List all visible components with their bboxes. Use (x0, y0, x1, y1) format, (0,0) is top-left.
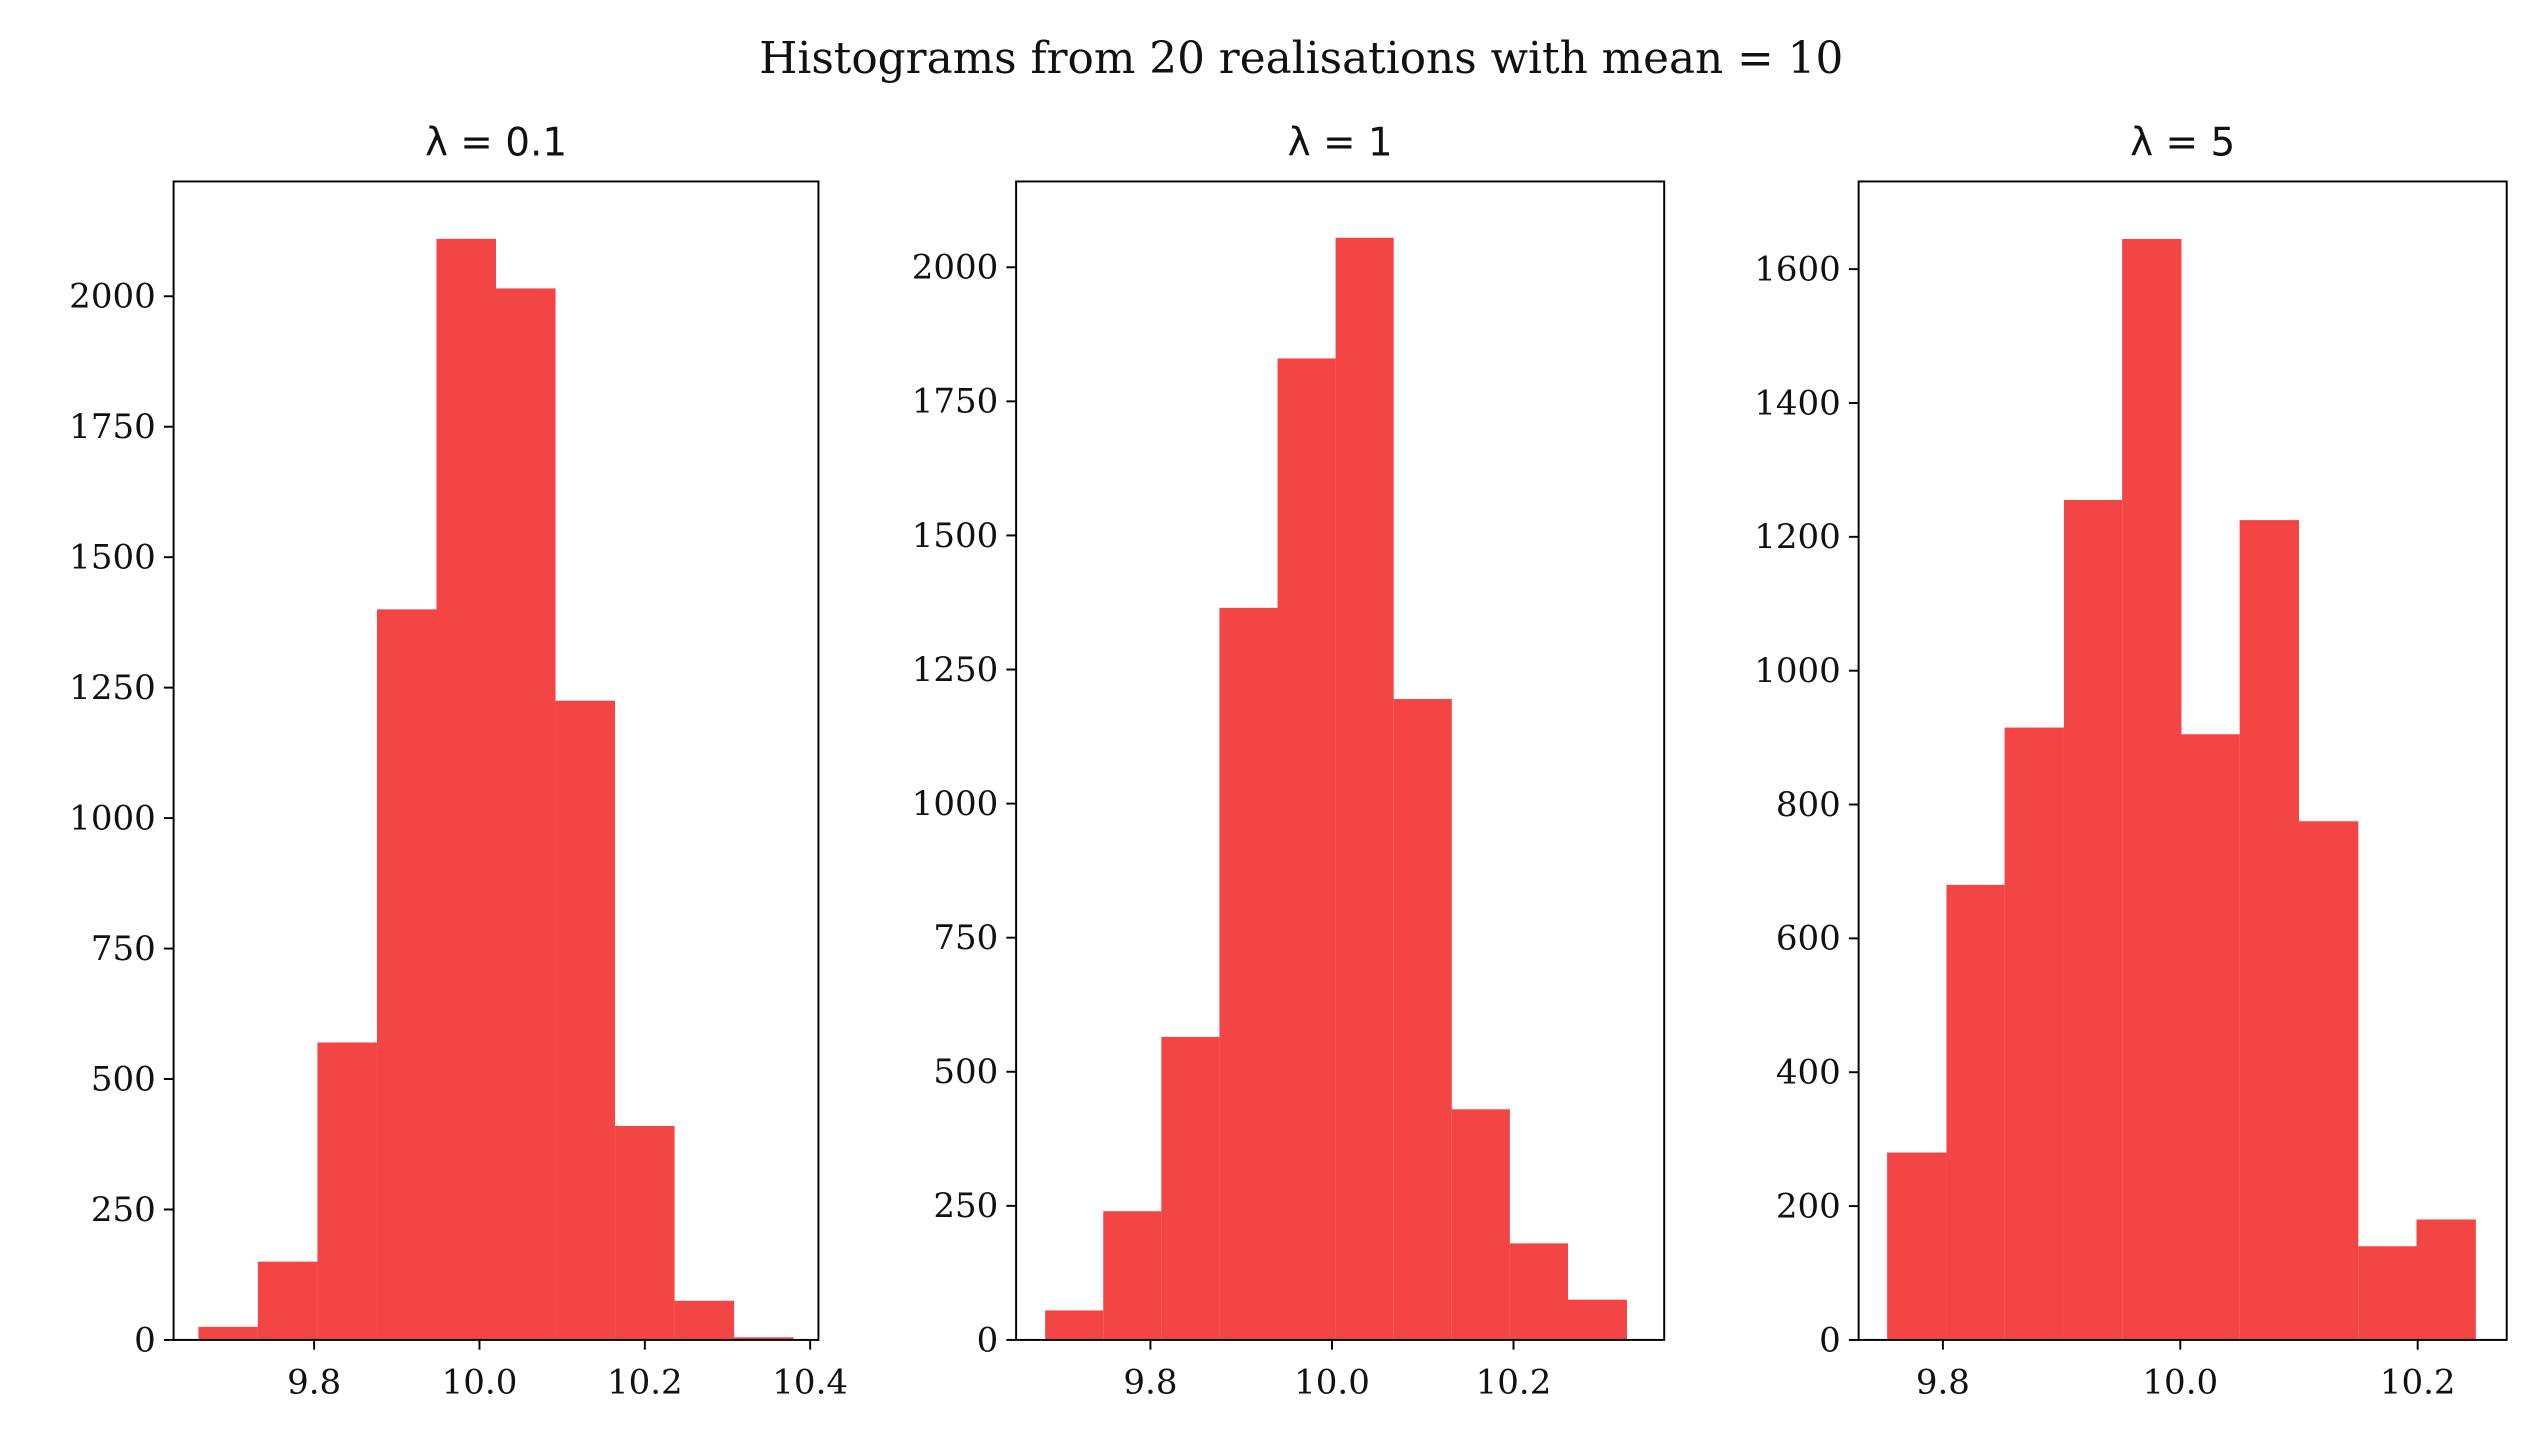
bar (257, 1261, 318, 1340)
y-tick-label: 400 (1776, 1053, 1841, 1093)
y-tick-label: 1400 (1754, 383, 1841, 423)
x-tick-label: 9.8 (287, 1362, 341, 1402)
y-tick-label: 1250 (912, 650, 999, 690)
bar (1103, 1211, 1162, 1340)
bar (198, 1326, 258, 1340)
x-tick-label: 10.0 (1294, 1362, 1370, 1402)
bar (2004, 727, 2064, 1340)
bar (2122, 239, 2182, 1340)
y-tick-label: 250 (91, 1190, 156, 1230)
bar (317, 1042, 377, 1340)
y-tick-label: 200 (1776, 1186, 1841, 1226)
axes-frame (1857, 180, 2508, 1341)
y-tick-label: 1750 (912, 382, 999, 422)
x-tick-label: 9.8 (1916, 1362, 1970, 1402)
x-tick-label: 10.2 (2380, 1362, 2456, 1402)
y-tick-label: 500 (933, 1052, 998, 1092)
bar (615, 1125, 675, 1340)
y-tick-label: 0 (977, 1320, 999, 1360)
bar (2181, 734, 2240, 1340)
axes-frame (1015, 180, 1666, 1341)
bar (1567, 1299, 1627, 1340)
y-tick-label: 250 (933, 1186, 998, 1226)
subplot-title: λ = 1 (1288, 121, 1393, 166)
bar (1887, 1152, 1947, 1340)
x-tick-label: 10.0 (2142, 1362, 2218, 1402)
bar (734, 1337, 794, 1340)
y-tick-label: 500 (91, 1059, 156, 1099)
bar (436, 238, 497, 1340)
bar (1451, 1109, 1510, 1340)
x-tick-label: 10.0 (442, 1362, 518, 1402)
x-tick-label: 10.2 (607, 1362, 683, 1402)
bar (2063, 500, 2123, 1340)
bar (2416, 1219, 2476, 1340)
y-tick-label: 2000 (69, 277, 156, 317)
y-tick-label: 1000 (1754, 651, 1841, 691)
y-tick-label: 0 (1819, 1320, 1841, 1360)
y-tick-label: 1000 (69, 798, 156, 838)
x-tick-label: 9.8 (1123, 1362, 1177, 1402)
bar (1335, 237, 1394, 1340)
bar (1045, 1310, 1104, 1340)
y-tick-label: 2000 (912, 248, 999, 288)
y-tick-label: 1000 (912, 784, 999, 824)
y-tick-label: 1200 (1754, 517, 1841, 557)
x-tick-label: 10.2 (1476, 1362, 1552, 1402)
bar (1946, 884, 2005, 1340)
bar (1161, 1036, 1220, 1340)
bar (1219, 607, 1278, 1340)
x-tick-label: 10.4 (772, 1362, 848, 1402)
y-tick-label: 750 (933, 918, 998, 958)
y-tick-label: 750 (91, 929, 156, 969)
bar (496, 288, 556, 1340)
bar (2298, 821, 2359, 1340)
y-tick-label: 0 (134, 1320, 156, 1360)
bar (2358, 1246, 2417, 1340)
y-tick-label: 1600 (1754, 249, 1841, 289)
figure-title: Histograms from 20 realisations with mea… (759, 33, 1843, 84)
bar (1509, 1243, 1568, 1340)
y-tick-label: 1500 (912, 516, 999, 556)
y-tick-label: 800 (1776, 785, 1841, 825)
bar (376, 609, 437, 1340)
subplot-title: λ = 0.1 (425, 121, 567, 166)
y-tick-label: 1250 (69, 668, 156, 708)
bar (2239, 520, 2299, 1340)
bar (1277, 358, 1336, 1340)
bar (674, 1300, 735, 1340)
y-tick-label: 1750 (69, 407, 156, 447)
bar (555, 700, 616, 1340)
axes-frame (172, 180, 820, 1341)
bar (1393, 699, 1452, 1340)
y-tick-label: 1500 (69, 538, 156, 578)
subplot-title: λ = 5 (2130, 121, 2235, 166)
y-tick-label: 600 (1776, 919, 1841, 959)
